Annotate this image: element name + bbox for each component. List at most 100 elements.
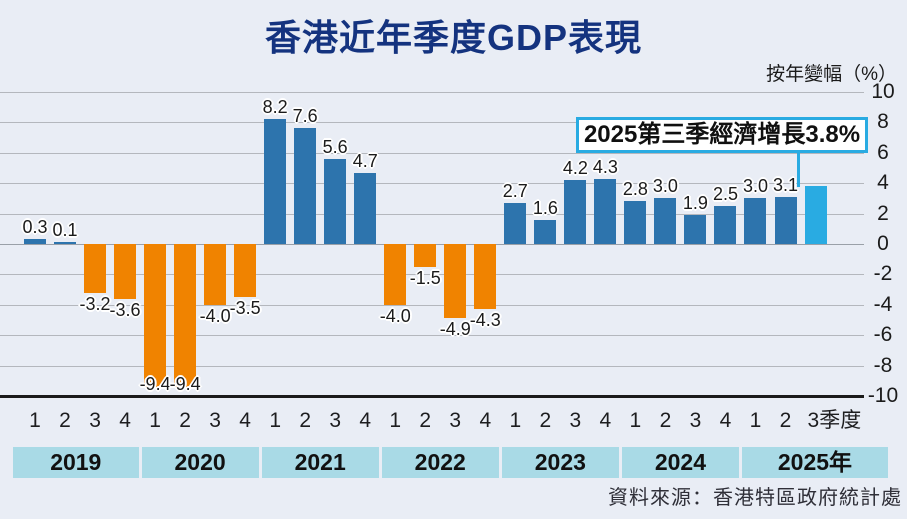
bar-value-label: -4.0	[379, 305, 411, 326]
quarter-tick-label: 4	[119, 409, 131, 432]
quarter-tick-label: 1	[509, 409, 522, 432]
gridline	[0, 395, 864, 398]
bar-value-label: 8.2	[262, 97, 288, 118]
bar-value-label: -4.3	[469, 310, 501, 331]
bar	[84, 244, 107, 293]
quarter-tick-label: 4	[359, 409, 372, 432]
bar-value-label: 2.8	[622, 179, 648, 200]
source-credit: 資料來源：香港特區政府統計處	[608, 485, 902, 509]
bar	[624, 201, 647, 244]
annotation-text: 2025第三季經濟增長3.8%	[583, 121, 861, 148]
quarter-tick-label: 3	[329, 409, 342, 432]
bar	[714, 206, 737, 244]
bar-value-label: 2.5	[712, 184, 738, 204]
gridline	[0, 365, 864, 367]
bar	[774, 196, 797, 244]
y-tick-label: -4	[873, 292, 893, 316]
y-tick-label: 0	[877, 232, 889, 255]
year-band-segment: 2024	[621, 447, 739, 478]
quarter-tick-label: 3	[209, 409, 221, 432]
year-band-segment: 2023	[501, 447, 619, 478]
bar-value-label: 4.3	[592, 156, 618, 177]
bar-value-label: 7.6	[292, 106, 318, 127]
bar-value-label: 3.0	[742, 176, 768, 197]
bar	[444, 244, 467, 319]
bar-value-label: 4.2	[562, 158, 588, 179]
quarter-tick-label: 1	[749, 409, 762, 432]
gridline	[0, 335, 864, 337]
quarter-tick-label: 4	[599, 409, 612, 432]
y-tick-label: 6	[877, 140, 889, 164]
bar-value-label: 1.9	[682, 193, 708, 214]
y-tick-label: 4	[877, 171, 889, 195]
bar	[234, 244, 257, 298]
bar-value-label: 5.6	[322, 136, 348, 157]
chart-title: 香港近年季度GDP表現	[264, 17, 642, 58]
year-band-segment: 2021	[261, 447, 379, 478]
quarter-tick-label: 1	[29, 409, 41, 432]
bar-value-label: 2.7	[502, 180, 528, 201]
y-tick-label: 8	[877, 110, 889, 134]
bar-value-label: -4.0	[199, 305, 231, 326]
quarter-tick-label: 4	[239, 409, 251, 432]
quarter-tick-label: 1	[389, 409, 402, 432]
quarter-tick-label: 2	[659, 409, 672, 432]
quarter-tick-label: 2	[419, 409, 432, 432]
gridline	[0, 122, 864, 124]
bar	[294, 128, 317, 244]
gridline	[0, 213, 864, 215]
bar-value-label: -4.9	[439, 319, 471, 340]
quarter-tick-label: 2	[179, 409, 191, 432]
quarter-tick-label: 2	[539, 409, 552, 432]
bar	[114, 244, 137, 299]
gridline	[0, 152, 864, 154]
bar	[804, 186, 827, 244]
bar-value-label: -3.5	[229, 298, 261, 319]
y-tick-label: -10	[867, 384, 899, 407]
y-tick-label: 2	[877, 201, 889, 225]
y-axis-unit-label: 按年變幅（%）	[766, 64, 897, 85]
bar-value-label: -9.4	[169, 374, 201, 394]
bar	[384, 244, 407, 305]
gridline	[0, 274, 864, 276]
quarter-tick-label: 3季度	[807, 409, 862, 432]
bar	[744, 198, 767, 244]
bar	[474, 244, 497, 310]
bar	[24, 239, 46, 244]
bar-value-label: -3.2	[79, 293, 111, 314]
quarter-tick-label: 1	[149, 409, 161, 432]
bar-value-label: 1.6	[532, 197, 558, 218]
quarter-tick-label: 3	[89, 409, 101, 432]
bar-value-label: 3.0	[652, 176, 678, 197]
quarter-tick-label: 1	[269, 409, 281, 432]
gridline	[0, 183, 864, 185]
bar	[204, 244, 227, 305]
y-tick-label: -2	[873, 262, 893, 286]
bar	[264, 119, 287, 244]
quarter-tick-label: 2	[779, 409, 792, 432]
year-band-segment: 2022	[381, 447, 499, 478]
y-tick-label: -8	[873, 353, 893, 377]
bar	[564, 180, 587, 244]
quarter-tick-label: 4	[479, 409, 492, 432]
year-band-segment: 2025年	[741, 447, 888, 478]
quarter-tick-label: 3	[569, 409, 582, 432]
annotation-leader-line	[797, 153, 800, 187]
bar-value-label: -1.5	[409, 267, 441, 288]
quarter-tick-label: 4	[719, 409, 732, 432]
year-band-segment: 2020	[141, 447, 259, 478]
bar	[504, 202, 527, 244]
gridline	[0, 304, 864, 306]
bar	[534, 219, 557, 244]
quarter-tick-label: 2	[299, 409, 312, 432]
bar-value-label: 3.1	[772, 174, 799, 195]
bar	[324, 158, 347, 244]
bar	[594, 178, 617, 244]
bar	[174, 244, 197, 387]
bar	[654, 198, 677, 244]
y-tick-label: 10	[871, 80, 895, 103]
bar	[54, 242, 77, 244]
quarter-tick-label: 1	[629, 409, 642, 432]
bar-value-label: -3.6	[109, 299, 141, 320]
gridline	[0, 92, 864, 93]
